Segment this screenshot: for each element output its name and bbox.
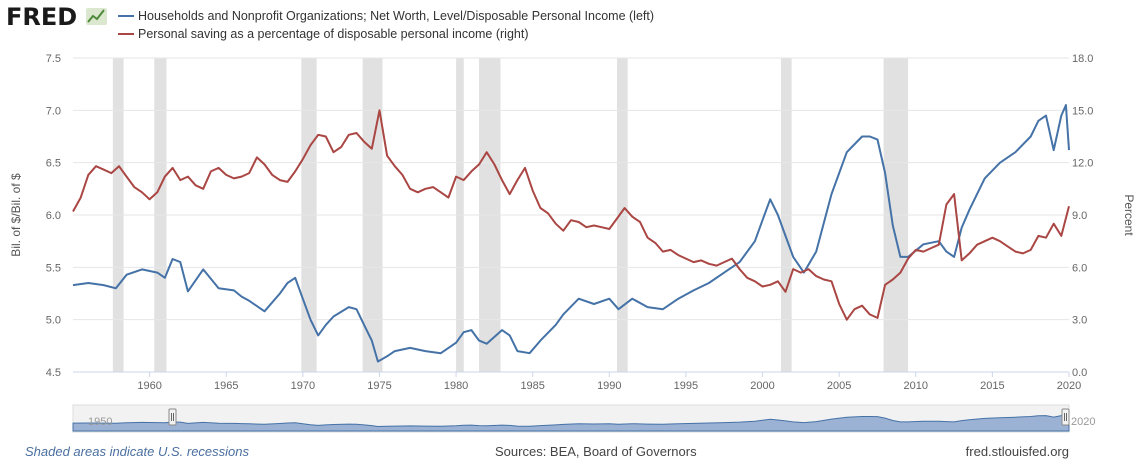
legend-label-right-series: Personal saving as a percentage of dispo… xyxy=(138,27,529,41)
x-tick-label: 1980 xyxy=(444,380,468,392)
legend: Households and Nonprofit Organizations; … xyxy=(118,9,654,41)
y-left-tick-label: 5.0 xyxy=(46,315,61,327)
y-left-tick-label: 5.5 xyxy=(46,262,61,274)
y-right-tick-label: 18.0 xyxy=(1072,53,1093,65)
sources-note: Sources: BEA, Board of Governors xyxy=(495,444,697,459)
series-line-saving-rate xyxy=(72,109,1070,321)
navigator-left-handle[interactable] xyxy=(168,408,177,426)
legend-label-left-series: Households and Nonprofit Organizations; … xyxy=(138,9,654,23)
series-lines xyxy=(72,104,1070,363)
y-left-tick-label: 7.0 xyxy=(46,105,61,117)
x-tick-label: 1990 xyxy=(597,380,621,392)
fred-logo[interactable]: FRED xyxy=(6,3,107,31)
series-line-net-worth-ratio xyxy=(72,104,1070,363)
logo-text: FRED xyxy=(6,3,77,31)
navigator-end-label: 2020 xyxy=(1071,416,1095,428)
y-right-tick-label: 3.0 xyxy=(1072,315,1087,327)
x-tick-label: 2000 xyxy=(750,380,774,392)
axis-labels: 1960 1965 1970 1975 1980 1985 1990 1995 2000 2005… xyxy=(46,53,1094,392)
y-axis-left-title: Bil. of $/Bil. of $ xyxy=(9,173,23,257)
site-link[interactable]: fred.stlouisfed.org xyxy=(965,444,1069,459)
x-tick-label: 1965 xyxy=(214,380,238,392)
y-left-tick-label: 4.5 xyxy=(46,367,61,379)
navigator-series-area xyxy=(72,414,1070,432)
x-tick-label: 1995 xyxy=(674,380,698,392)
y-left-tick-label: 6.5 xyxy=(46,158,61,170)
x-tick-label: 1970 xyxy=(291,380,315,392)
logo-chart-line-icon xyxy=(87,9,105,23)
navigator-right-handle[interactable] xyxy=(1061,408,1070,426)
y-right-tick-label: 9.0 xyxy=(1072,210,1087,222)
x-tick-label: 1975 xyxy=(367,380,391,392)
y-right-tick-label: 12.0 xyxy=(1072,158,1093,170)
y-axis-right-title: Percent xyxy=(1122,194,1136,236)
y-right-tick-label: 0.0 xyxy=(1072,367,1087,379)
x-tick-label: 1985 xyxy=(520,380,544,392)
y-right-tick-label: 6.0 xyxy=(1072,262,1087,274)
x-tick-label: 2015 xyxy=(980,380,1004,392)
range-navigator[interactable]: 1950 2020 xyxy=(72,404,1095,433)
x-tick-label: 2020 xyxy=(1057,380,1081,392)
y-left-tick-label: 6.0 xyxy=(46,210,61,222)
x-tick-label: 2005 xyxy=(827,380,851,392)
x-tick-label: 2010 xyxy=(904,380,928,392)
x-tick-label: 1960 xyxy=(137,380,161,392)
recessions-note: Shaded areas indicate U.S. recessions xyxy=(25,444,250,459)
y-left-tick-label: 7.5 xyxy=(46,53,61,65)
y-right-tick-label: 15.0 xyxy=(1072,105,1093,117)
navigator-start-label: 1950 xyxy=(88,416,112,428)
